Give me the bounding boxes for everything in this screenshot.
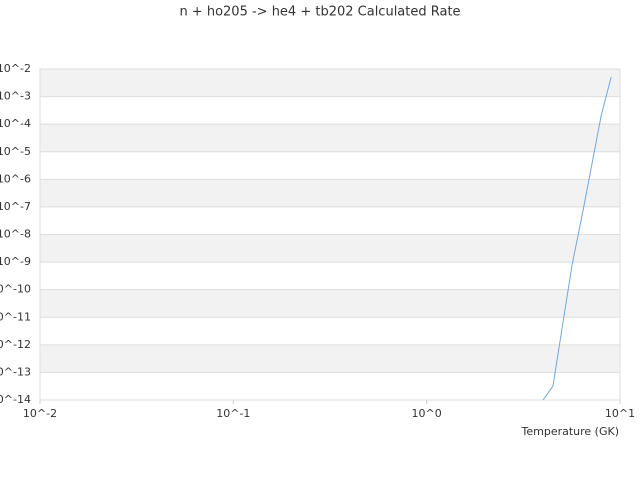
y-tick-label: 10^-6 [0, 172, 31, 185]
grid-band [40, 179, 620, 207]
y-tick-label: 10^-10 [0, 283, 31, 296]
grid-band [40, 151, 620, 180]
grid-band [40, 206, 620, 235]
x-tick-label: 10^0 [412, 407, 442, 420]
y-tick-label: 10^-12 [0, 338, 31, 351]
y-tick-label: 10^-5 [0, 145, 31, 158]
y-tick-label: 10^-2 [0, 62, 31, 75]
y-tick-label: 10^-13 [0, 365, 31, 378]
y-tick-label: 10^-8 [0, 228, 31, 241]
grid-band [40, 317, 620, 345]
chart-title: n + ho205 -> he4 + tb202 Calculated Rate [179, 5, 460, 20]
y-tick-label: 10^-9 [0, 255, 31, 268]
y-tick-label: 10^-7 [0, 200, 31, 213]
y-tick-label: 10^-11 [0, 310, 31, 323]
grid-band [40, 262, 620, 290]
y-tick-label: 10^-14 [0, 393, 31, 406]
y-tick-label: 10^-4 [0, 117, 31, 130]
y-tick-label: 10^-3 [0, 90, 31, 103]
x-tick-label: 10^-2 [23, 407, 57, 420]
x-tick-label: 10^1 [605, 407, 635, 420]
grid-band [40, 234, 620, 263]
x-tick-label: 10^-1 [216, 407, 250, 420]
grid-band [40, 69, 620, 97]
grid-band [40, 289, 620, 318]
grid-band [40, 124, 620, 152]
grid-band [40, 372, 620, 400]
grid-band [40, 96, 620, 125]
plot-border [39, 68, 621, 401]
x-axis-label: Temperature (GK) [521, 425, 620, 438]
series-line [542, 76, 612, 401]
grid-band [40, 344, 620, 373]
